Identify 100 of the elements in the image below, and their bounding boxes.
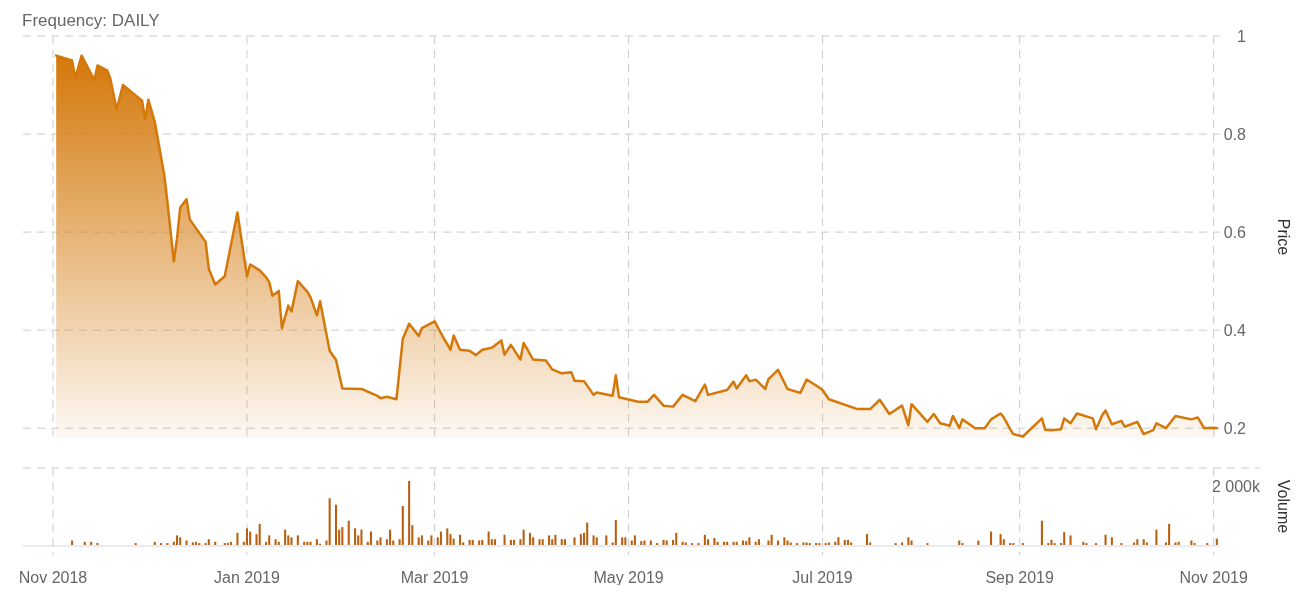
- bar: [408, 481, 411, 545]
- y-tick-label: 0.6: [1223, 223, 1247, 241]
- bar: [1050, 539, 1053, 545]
- bar: [439, 531, 442, 545]
- bar: [707, 539, 710, 545]
- bar: [748, 537, 751, 545]
- bar: [1110, 537, 1113, 545]
- bar: [1133, 542, 1136, 545]
- bar: [1168, 523, 1171, 545]
- annotation: 2 000k: [1211, 478, 1261, 495]
- bar: [458, 534, 462, 545]
- bar: [573, 537, 576, 545]
- bar: [560, 539, 563, 545]
- x-tick-label: Mar 2019: [400, 569, 469, 586]
- bar: [347, 520, 350, 545]
- bar: [389, 529, 392, 545]
- x-tick-label: Jan 2019: [214, 569, 280, 586]
- bar: [846, 539, 849, 545]
- bar: [713, 537, 716, 545]
- y-tick-label: 0.2: [1223, 419, 1247, 437]
- bar: [401, 505, 404, 545]
- chart-title: Frequency: DAILY: [22, 11, 160, 30]
- x-tick-label: Nov 2018: [18, 569, 88, 586]
- bar: [334, 504, 338, 545]
- bar: [1104, 534, 1107, 545]
- bar: [446, 528, 449, 545]
- bar: [417, 537, 420, 545]
- y-tick-label: 0.8: [1223, 125, 1247, 143]
- bar: [579, 534, 582, 545]
- bar: [528, 532, 532, 545]
- bar: [493, 539, 497, 545]
- bar: [1069, 535, 1072, 545]
- x-tick-label: Nov 2019: [1179, 569, 1248, 586]
- bar: [595, 537, 598, 545]
- bar: [548, 535, 551, 545]
- bar: [633, 535, 636, 545]
- bar: [249, 531, 252, 545]
- y-axis-title: Price: [1275, 218, 1292, 256]
- bar: [513, 539, 516, 545]
- y-tick-label: 0.4: [1223, 321, 1247, 339]
- bar: [519, 539, 522, 545]
- bar: [1063, 532, 1066, 545]
- bar: [328, 498, 331, 545]
- bar: [990, 531, 993, 545]
- bar: [369, 531, 373, 545]
- bar: [850, 542, 853, 545]
- bar: [522, 529, 525, 545]
- bar: [843, 539, 846, 545]
- bar: [563, 539, 566, 545]
- bar: [592, 535, 595, 545]
- bar: [554, 534, 557, 545]
- bar: [487, 531, 490, 545]
- bar: [586, 522, 589, 545]
- bar: [258, 523, 261, 545]
- bar: [290, 537, 293, 545]
- bar: [605, 535, 608, 545]
- y-axis-title: Volume: [1275, 479, 1292, 534]
- bar: [509, 539, 512, 545]
- bar: [624, 537, 627, 545]
- bar: [191, 542, 194, 545]
- bar: [452, 538, 455, 545]
- bar: [245, 528, 248, 545]
- bar: [541, 539, 544, 545]
- bar: [503, 534, 506, 545]
- bar: [866, 534, 869, 545]
- bar: [538, 539, 541, 545]
- bar: [268, 535, 271, 545]
- bar: [532, 537, 535, 545]
- bar: [430, 535, 433, 545]
- bar: [354, 528, 357, 545]
- bar: [284, 529, 287, 545]
- bar: [614, 520, 617, 545]
- bar: [179, 537, 182, 545]
- bar: [551, 539, 554, 545]
- bar: [1215, 538, 1218, 545]
- bar: [1040, 520, 1043, 545]
- x-tick-label: Jul 2019: [792, 569, 853, 586]
- bar: [900, 542, 904, 545]
- bar: [296, 535, 299, 545]
- bar: [341, 527, 344, 545]
- bar: [420, 535, 423, 545]
- bar: [675, 532, 678, 545]
- bar: [621, 537, 624, 545]
- bar: [207, 539, 210, 545]
- bar: [1142, 539, 1145, 545]
- bar: [1136, 539, 1139, 545]
- bar: [999, 534, 1002, 545]
- y-tick-label: 1: [1237, 27, 1247, 45]
- bar: [315, 539, 318, 545]
- bar: [175, 535, 179, 545]
- bar: [837, 537, 840, 545]
- bar: [471, 539, 474, 545]
- bar: [1155, 529, 1158, 545]
- bar: [770, 534, 773, 545]
- bar: [360, 529, 363, 545]
- bar: [703, 534, 706, 545]
- bar: [236, 532, 239, 545]
- bar: [468, 539, 471, 545]
- bar: [1145, 542, 1148, 545]
- bar: [802, 542, 805, 545]
